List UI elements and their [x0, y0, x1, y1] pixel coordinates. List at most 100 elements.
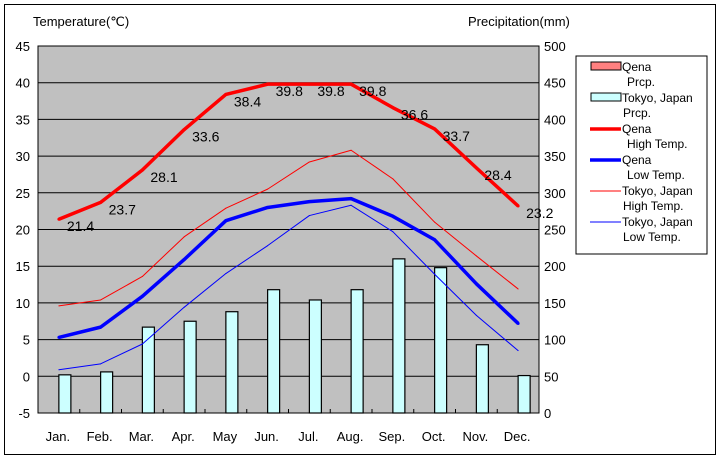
x-tick-label: Aug. [337, 429, 364, 444]
left-tick-label: 20 [16, 223, 30, 238]
data-label: 39.8 [359, 83, 386, 99]
data-point [224, 92, 228, 96]
left-axis-tick-labels: 45 40 35 30 25 20 15 10 5 0 -5 [16, 39, 30, 421]
legend-swatch [590, 92, 622, 102]
data-label: 28.1 [150, 169, 177, 185]
legend-label: Tokyo, Japan [622, 91, 693, 105]
data-point [392, 178, 394, 180]
data-point [349, 197, 353, 201]
left-tick-label: 40 [16, 76, 30, 91]
data-point [266, 82, 270, 86]
left-tick-label: 10 [16, 296, 30, 311]
data-label: 28.4 [484, 167, 511, 183]
data-point [99, 200, 103, 204]
x-tick-label: Mar. [129, 429, 154, 444]
legend-label: High Temp. [623, 199, 683, 213]
x-tick-label: Dec. [504, 429, 531, 444]
left-tick-label: 15 [16, 259, 30, 274]
left-tick-label: 25 [16, 186, 30, 201]
tokyo-precip-bar [141, 326, 155, 414]
data-point [225, 207, 227, 209]
right-tick-label: 250 [544, 223, 566, 238]
data-label: 36.6 [401, 107, 428, 123]
tokyo-precip-bar [392, 258, 406, 414]
data-label: 33.7 [443, 128, 470, 144]
data-point [224, 219, 228, 223]
right-tick-label: 150 [544, 296, 566, 311]
data-point [267, 188, 269, 190]
data-point [141, 275, 143, 277]
data-point [58, 305, 60, 307]
x-tick-label: Jul. [298, 429, 318, 444]
data-point [434, 273, 436, 275]
data-point [474, 282, 478, 286]
tokyo-precip-bar [183, 320, 197, 414]
data-point [517, 350, 519, 352]
left-tick-label: 0 [23, 369, 30, 384]
legend-box [575, 55, 708, 255]
tokyo-precip-bar [475, 344, 489, 414]
tokyo-precip-bar [308, 299, 322, 414]
data-point [99, 325, 103, 329]
data-point [392, 231, 394, 233]
left-tick-label: 45 [16, 39, 30, 54]
x-tick-label: Feb. [87, 429, 113, 444]
right-axis-title: Precipitation(mm) [468, 14, 570, 29]
legend-label: Prcp. [623, 106, 651, 120]
right-tick-label: 350 [544, 149, 566, 164]
left-axis-title: Temperature(℃) [33, 14, 129, 29]
tokyo-precip-bar [225, 311, 239, 414]
tokyo-precip-bar [58, 374, 72, 414]
data-label: 38.4 [234, 93, 261, 109]
legend-label: Low Temp. [627, 168, 685, 182]
data-point [182, 128, 186, 132]
data-point [474, 166, 478, 170]
gridlines [38, 82, 539, 377]
right-tick-label: 200 [544, 259, 566, 274]
data-point [308, 215, 310, 217]
data-point [225, 273, 227, 275]
data-point [517, 288, 519, 290]
right-tick-label: 0 [544, 406, 551, 421]
x-tick-label: May [213, 429, 238, 444]
legend-label: High Temp. [627, 137, 687, 151]
data-point [349, 82, 353, 86]
temperature-lines [57, 82, 520, 371]
legend-label: Tokyo, Japan [622, 184, 693, 198]
data-point [100, 363, 102, 365]
data-label: 33.6 [192, 129, 219, 145]
x-tick-label: Nov. [462, 429, 488, 444]
tokyo-precip-bar [517, 374, 531, 414]
qena-low-temp-line [58, 196, 520, 340]
tokyo-precip-bar [100, 371, 114, 414]
legend-swatch [590, 61, 622, 71]
data-point [433, 238, 437, 242]
right-tick-label: 400 [544, 112, 566, 127]
data-point [434, 221, 436, 223]
x-tick-label: Jan. [46, 429, 71, 444]
data-point [58, 369, 60, 371]
legend-label: Tokyo, Japan [622, 215, 693, 229]
right-tick-label: 100 [544, 333, 566, 348]
data-label: 21.4 [67, 218, 94, 234]
data-label: 23.7 [109, 201, 136, 217]
right-tick-label: 450 [544, 76, 566, 91]
data-point [57, 335, 61, 339]
legend-label: Qena [622, 153, 652, 167]
x-tick-label: Sep. [379, 429, 406, 444]
data-point [516, 321, 520, 325]
data-point [183, 306, 185, 308]
data-point [141, 343, 143, 345]
data-labels: 21.4 23.7 28.1 33.6 38.4 39.8 39.8 39.8 36.6 33.7… [67, 83, 554, 234]
data-point [475, 314, 477, 316]
data-point [433, 127, 437, 131]
data-point [307, 200, 311, 204]
data-point [516, 204, 520, 208]
legend-label: Qena [622, 122, 652, 136]
data-point [140, 294, 144, 298]
qena-high-temp-line [58, 82, 520, 221]
left-tick-label: -5 [18, 406, 30, 421]
